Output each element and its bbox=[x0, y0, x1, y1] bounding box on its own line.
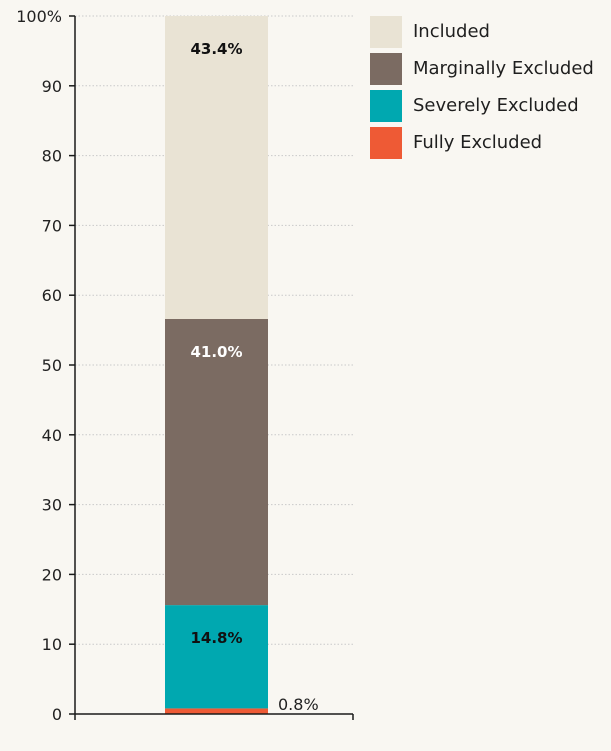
legend-swatch-included bbox=[370, 16, 402, 48]
y-tick-label: 100% bbox=[16, 7, 62, 26]
legend-label-marginally-excluded: Marginally Excluded bbox=[413, 58, 594, 79]
data-label-included: 43.4% bbox=[190, 40, 242, 58]
data-label-fully-excluded: 0.8% bbox=[278, 695, 319, 714]
legend: Included Marginally Excluded Severely Ex… bbox=[370, 16, 608, 164]
legend-label-included: Included bbox=[413, 21, 490, 42]
y-tick-label: 40 bbox=[42, 426, 62, 445]
data-label-severely-excluded: 14.8% bbox=[190, 629, 242, 647]
legend-swatch-fully-excluded bbox=[370, 127, 402, 159]
legend-item-fully-excluded: Fully Excluded bbox=[370, 127, 608, 159]
y-tick-label: 30 bbox=[42, 496, 62, 515]
legend-item-included: Included bbox=[370, 16, 608, 48]
legend-swatch-marginally-excluded bbox=[370, 53, 402, 85]
y-tick-label: 10 bbox=[42, 635, 62, 654]
bar-segment-marginally-excluded bbox=[165, 318, 268, 606]
y-tick-label: 60 bbox=[42, 286, 62, 305]
legend-item-marginally-excluded: Marginally Excluded bbox=[370, 53, 608, 85]
y-tick-label: 90 bbox=[42, 77, 62, 96]
y-tick-label: 50 bbox=[42, 356, 62, 375]
bar-segment-fully-excluded bbox=[165, 708, 268, 714]
bar-segment-included bbox=[165, 16, 268, 319]
data-label-marginally-excluded: 41.0% bbox=[190, 343, 242, 361]
y-tick-label: 20 bbox=[42, 565, 62, 584]
legend-item-severely-excluded: Severely Excluded bbox=[370, 90, 608, 122]
y-tick-label: 80 bbox=[42, 147, 62, 166]
y-tick-label: 0 bbox=[52, 705, 62, 724]
y-tick-label: 70 bbox=[42, 216, 62, 235]
legend-label-severely-excluded: Severely Excluded bbox=[413, 95, 579, 116]
legend-swatch-severely-excluded bbox=[370, 90, 402, 122]
bar-segment-severely-excluded bbox=[165, 605, 268, 709]
legend-label-fully-excluded: Fully Excluded bbox=[413, 132, 543, 153]
